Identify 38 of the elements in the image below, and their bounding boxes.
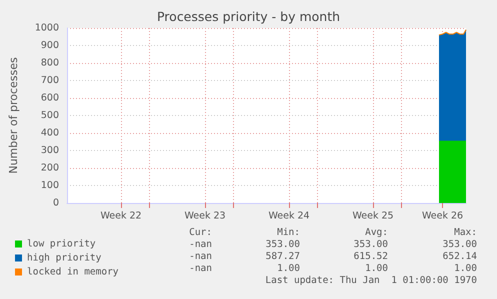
x-tick-label: Week 25 (352, 210, 394, 222)
x-tick-label: Week 24 (268, 210, 310, 222)
text: Avg: (365, 227, 388, 238)
text: -nan (189, 239, 212, 250)
text: 353.00 (354, 239, 388, 250)
legend-label: locked in memory (27, 266, 119, 278)
x-tick-label: Week 23 (184, 210, 226, 222)
text: 652.14 (442, 251, 477, 262)
text: Last update: Thu Jan 1 01:00:00 1970 (265, 275, 477, 286)
x-tick-label: Week 26 (422, 210, 464, 222)
y-tick-label: 500 (40, 110, 59, 121)
legend-label: high priority (27, 252, 102, 264)
text: 353.00 (266, 239, 300, 250)
y-tick-label: 0 (52, 198, 59, 208)
y-tick-label: 100 (40, 180, 59, 191)
text: -nan (189, 251, 212, 262)
y-tick-label: 800 (40, 58, 59, 68)
text: Cur: (189, 227, 212, 238)
y-tick-label: 200 (40, 162, 59, 174)
text: 587.27 (266, 251, 300, 262)
y-tick-label: 1000 (34, 22, 59, 34)
x-tick-label: Week 22 (100, 210, 142, 222)
y-tick-label: 400 (40, 128, 59, 138)
y-tick-label: 700 (40, 75, 59, 86)
y-tick-label: 600 (40, 92, 59, 104)
text: 1.00 (365, 263, 388, 274)
text: 1.00 (277, 263, 300, 274)
text: Min: (277, 227, 300, 238)
legend-label: low priority (27, 238, 96, 250)
y-tick-label: 300 (40, 145, 59, 156)
text: 615.52 (354, 251, 388, 262)
text: Max: (454, 227, 477, 238)
text: 353.00 (442, 239, 477, 250)
y-axis-title: Number of processes (7, 56, 20, 174)
chart-title: Processes priority - by month (156, 9, 340, 24)
y-tick-label: 900 (40, 40, 59, 51)
text: 1.00 (454, 263, 477, 274)
text: -nan (189, 263, 212, 274)
